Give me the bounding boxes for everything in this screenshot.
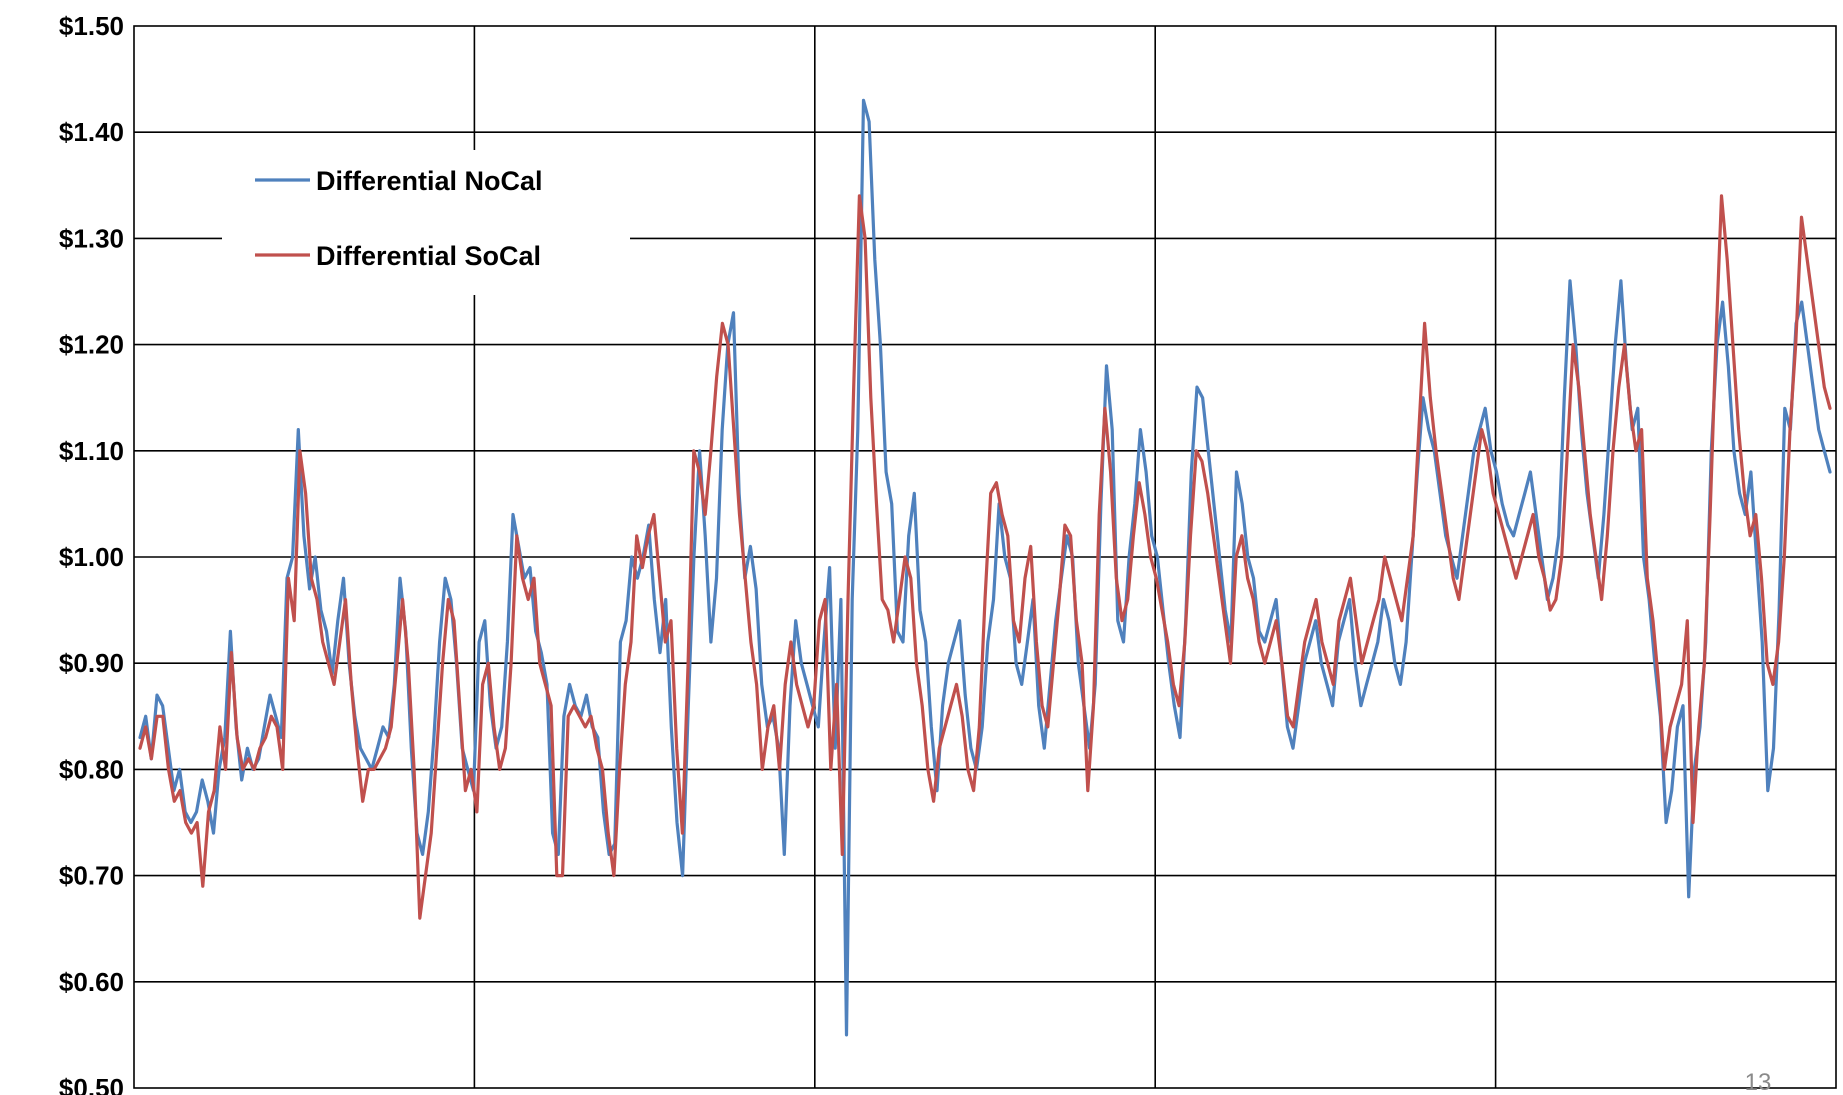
y-tick-label: $0.50 bbox=[59, 1073, 124, 1095]
chart-legend: Differential NoCal Differential SoCal bbox=[222, 150, 630, 295]
y-tick-label: $1.30 bbox=[59, 223, 124, 253]
chart-series-lines bbox=[138, 98, 1832, 1037]
y-tick-label: $0.80 bbox=[59, 754, 124, 784]
y-tick-label: $1.40 bbox=[59, 117, 124, 147]
series-line-socal bbox=[138, 194, 1832, 920]
page-number: 13 bbox=[1745, 1069, 1772, 1095]
chart-gridlines bbox=[133, 25, 1837, 1089]
y-tick-label: $0.60 bbox=[59, 967, 124, 997]
y-tick-label: $1.50 bbox=[59, 11, 124, 41]
legend-label: Differential NoCal bbox=[316, 166, 543, 196]
y-tick-label: $1.20 bbox=[59, 330, 124, 360]
y-axis-tick-labels: $0.50 $0.60 $0.70 $0.80 $0.90 $1.00 $1.10 $1.20… bbox=[59, 11, 124, 1095]
legend-box bbox=[222, 150, 630, 295]
legend-label: Differential SoCal bbox=[316, 241, 541, 271]
y-tick-label: $0.70 bbox=[59, 861, 124, 891]
y-tick-label: $0.90 bbox=[59, 648, 124, 678]
y-tick-label: $1.10 bbox=[59, 436, 124, 466]
y-tick-label: $1.00 bbox=[59, 542, 124, 572]
